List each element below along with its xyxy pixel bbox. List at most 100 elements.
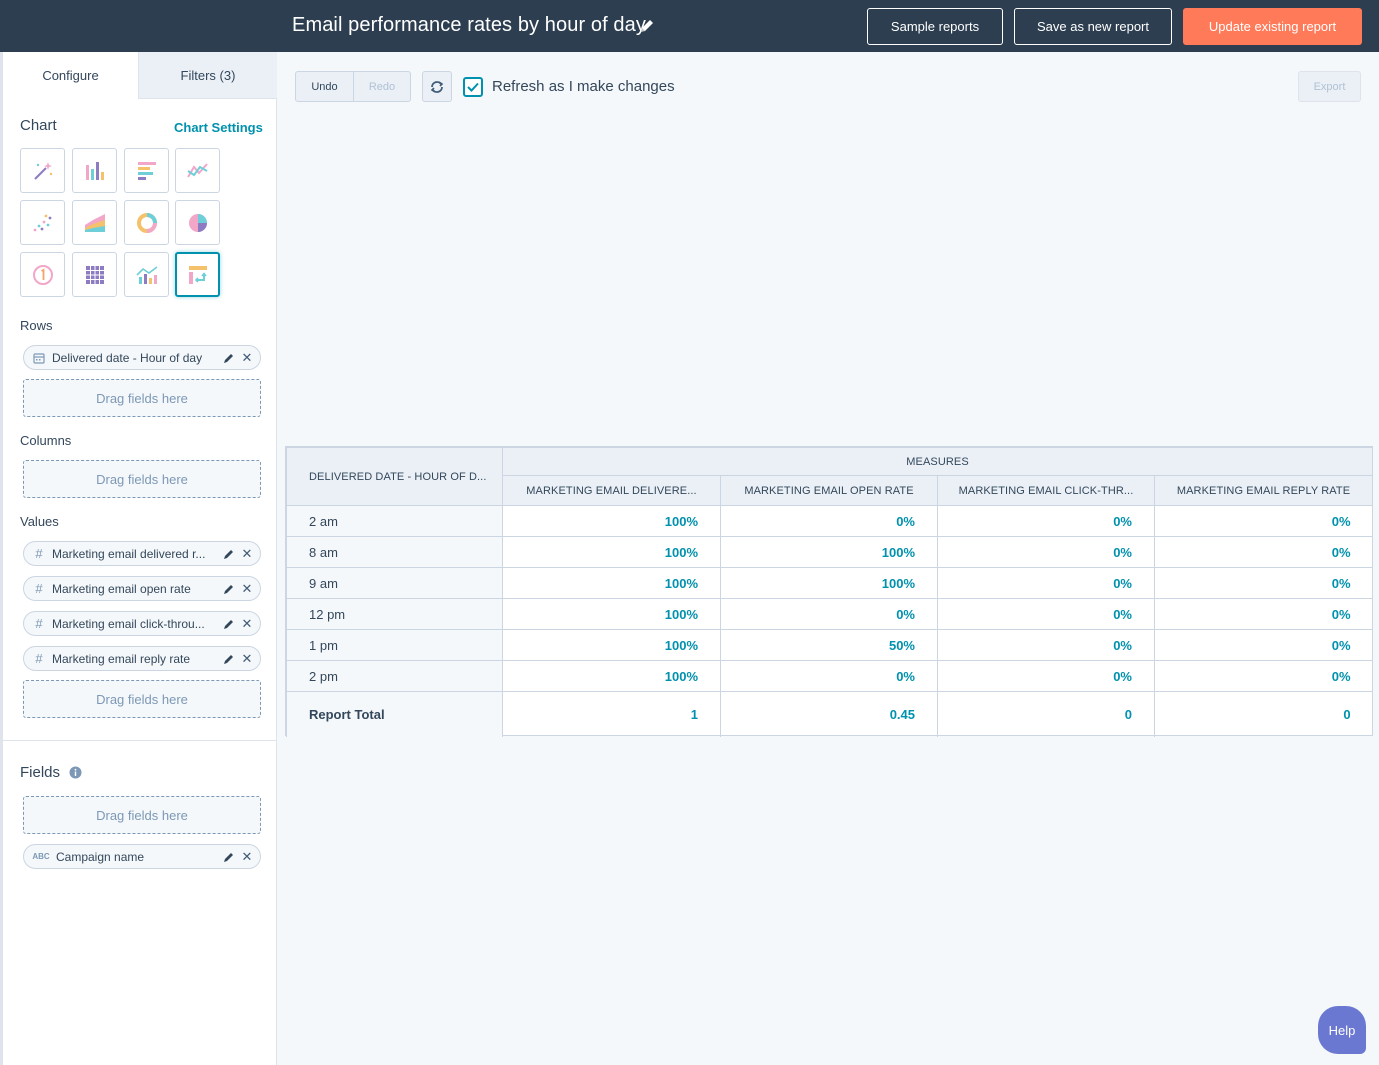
row-label: 2 am — [286, 505, 503, 537]
table-cell[interactable]: 100% — [502, 629, 721, 661]
column-header[interactable]: Marketing email delivere... — [502, 475, 721, 506]
donut-chart-icon[interactable] — [124, 200, 169, 245]
redo-button[interactable]: Redo — [353, 71, 411, 102]
pencil-icon[interactable] — [222, 547, 236, 561]
update-existing-report-button[interactable]: Update existing report — [1183, 8, 1362, 45]
table-cell[interactable]: 0% — [1153, 567, 1373, 599]
table-cell[interactable]: 0% — [937, 598, 1155, 630]
table-cell[interactable]: 0% — [1153, 505, 1373, 537]
row-header[interactable]: Delivered date - Hour of d... — [286, 447, 503, 506]
value-field-pill[interactable]: # Marketing email reply rate ✕ — [23, 646, 261, 671]
table-cell[interactable]: 100% — [720, 567, 938, 599]
export-button[interactable]: Export — [1298, 71, 1361, 102]
table-row: 2 pm 100% 0% 0% 0% — [286, 660, 1373, 692]
table-cell[interactable]: 0% — [937, 505, 1155, 537]
magic-wand-icon[interactable] — [20, 148, 65, 193]
sample-reports-button[interactable]: Sample reports — [867, 8, 1003, 45]
table-cell[interactable]: 0% — [937, 536, 1155, 568]
scatter-chart-icon[interactable] — [20, 200, 65, 245]
table-cell[interactable]: 100% — [720, 536, 938, 568]
pivot-table-chart-icon[interactable] — [175, 252, 220, 297]
pie-chart-icon[interactable] — [175, 200, 220, 245]
pencil-icon[interactable] — [638, 17, 656, 35]
pencil-icon[interactable] — [222, 351, 236, 365]
table-cell[interactable]: 0% — [1153, 536, 1373, 568]
table-row: 2 am 100% 0% 0% 0% — [286, 505, 1373, 537]
table-cell[interactable]: 100% — [502, 536, 721, 568]
pencil-icon[interactable] — [222, 617, 236, 631]
table-cell[interactable]: 0% — [720, 598, 938, 630]
table-cell[interactable]: 0% — [1153, 660, 1373, 692]
close-icon[interactable]: ✕ — [241, 848, 253, 864]
table-cell[interactable]: 50% — [720, 629, 938, 661]
close-icon[interactable]: ✕ — [241, 650, 253, 666]
line-chart-icon[interactable] — [175, 148, 220, 193]
values-drop-zone[interactable]: Drag fields here — [23, 680, 261, 718]
report-title: Email performance rates by hour of day — [292, 14, 646, 36]
kpi-chart-icon[interactable] — [20, 252, 65, 297]
total-cell[interactable]: 0.45 — [720, 691, 938, 737]
table-cell[interactable]: 0% — [937, 629, 1155, 661]
value-field-pill[interactable]: # Marketing email click-throu... ✕ — [23, 611, 261, 636]
refresh-icon — [430, 80, 444, 93]
close-icon[interactable]: ✕ — [241, 615, 253, 631]
refresh-checkbox[interactable] — [463, 77, 483, 97]
row-label: 8 am — [286, 536, 503, 568]
info-icon[interactable] — [69, 766, 82, 779]
total-cell[interactable]: 0 — [1153, 691, 1373, 737]
tab-filters[interactable]: Filters (3) — [138, 52, 277, 99]
column-header[interactable]: Marketing email click-thr... — [937, 475, 1155, 506]
close-icon[interactable]: ✕ — [241, 580, 253, 596]
horizontal-bar-chart-icon[interactable] — [124, 148, 169, 193]
row-label: 12 pm — [286, 598, 503, 630]
combo-chart-icon[interactable] — [124, 252, 169, 297]
measures-group-header: Measures — [501, 447, 1374, 476]
table-cell[interactable]: 0% — [937, 660, 1155, 692]
pencil-icon[interactable] — [222, 582, 236, 596]
pencil-icon[interactable] — [222, 652, 236, 666]
column-header[interactable]: Marketing email reply rate — [1153, 475, 1374, 506]
field-pill[interactable]: ABC Campaign name ✕ — [23, 844, 261, 869]
table-cell[interactable]: 0% — [937, 567, 1155, 599]
undo-button[interactable]: Undo — [295, 71, 354, 102]
table-cell[interactable]: 0% — [1153, 598, 1373, 630]
vertical-bar-chart-icon[interactable] — [72, 148, 117, 193]
table-cell[interactable]: 100% — [502, 660, 721, 692]
table-cell[interactable]: 0% — [720, 505, 938, 537]
total-cell[interactable]: 1 — [502, 691, 721, 737]
row-field-pill[interactable]: Delivered date - Hour of day ✕ — [23, 345, 261, 370]
table-cell[interactable]: 100% — [502, 567, 721, 599]
help-button[interactable]: Help — [1318, 1006, 1366, 1054]
pencil-icon[interactable] — [222, 850, 236, 864]
table-cell[interactable]: 100% — [502, 598, 721, 630]
total-cell[interactable]: 0 — [937, 691, 1155, 737]
value-field-pill[interactable]: # Marketing email open rate ✕ — [23, 576, 261, 601]
row-field-label: Delivered date - Hour of day — [52, 350, 203, 365]
fields-drop-zone[interactable]: Drag fields here — [23, 796, 261, 834]
columns-drop-zone[interactable]: Drag fields here — [23, 460, 261, 498]
rows-drop-zone[interactable]: Drag fields here — [23, 379, 261, 417]
value-field-label: Marketing email reply rate — [52, 651, 191, 666]
chart-settings-link[interactable]: Chart Settings — [174, 120, 263, 135]
tab-configure[interactable]: Configure — [3, 52, 138, 99]
table-cell[interactable]: 0% — [720, 660, 938, 692]
hash-icon: # — [35, 616, 43, 631]
table-cell[interactable]: 100% — [502, 505, 721, 537]
table-row: 8 am 100% 100% 0% 0% — [286, 536, 1373, 568]
section-divider — [3, 740, 277, 741]
total-row: Report Total 1 0.45 0 0 — [286, 691, 1373, 737]
heatmap-chart-icon[interactable] — [72, 252, 117, 297]
save-as-new-report-button[interactable]: Save as new report — [1014, 8, 1172, 45]
rows-section-title: Rows — [20, 318, 53, 333]
area-chart-icon[interactable] — [72, 200, 117, 245]
column-header[interactable]: Marketing email open rate — [720, 475, 938, 506]
close-icon[interactable]: ✕ — [241, 349, 253, 365]
table-row: 12 pm 100% 0% 0% 0% — [286, 598, 1373, 630]
refresh-button[interactable] — [422, 71, 452, 102]
table-cell[interactable]: 0% — [1153, 629, 1373, 661]
top-bar: Email performance rates by hour of day S… — [0, 0, 1379, 52]
close-icon[interactable]: ✕ — [241, 545, 253, 561]
value-field-pill[interactable]: # Marketing email delivered r... ✕ — [23, 541, 261, 566]
field-label: Campaign name — [56, 849, 145, 864]
refresh-label: Refresh as I make changes — [492, 78, 675, 95]
